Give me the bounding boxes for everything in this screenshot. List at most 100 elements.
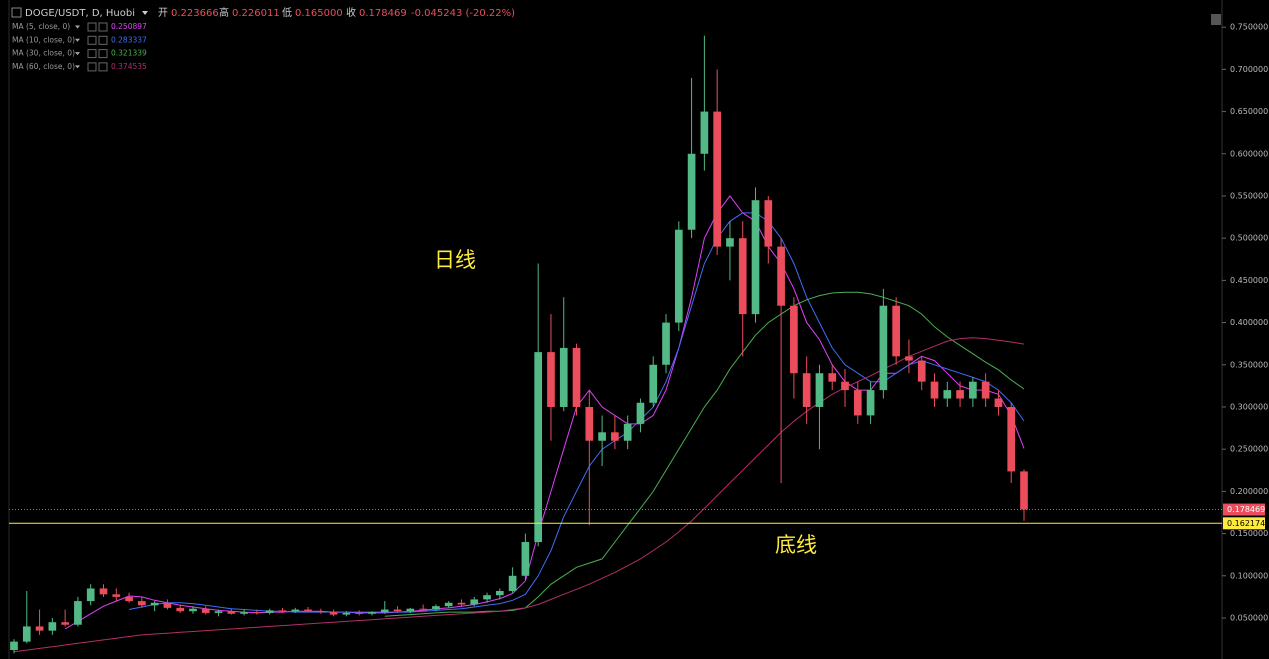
candle-body bbox=[649, 364, 658, 403]
candle-body bbox=[278, 610, 287, 612]
legend-name: MA (30, close, 0) bbox=[12, 49, 75, 58]
legend-settings[interactable] bbox=[87, 35, 97, 45]
candle-body bbox=[483, 595, 491, 600]
candle-body bbox=[74, 601, 82, 625]
ma-line bbox=[13, 337, 1025, 653]
legend-close[interactable] bbox=[98, 35, 108, 45]
low-value: 0.165000 bbox=[295, 8, 343, 19]
candle-body bbox=[342, 612, 351, 615]
candle-body bbox=[201, 608, 210, 613]
candle-body bbox=[815, 373, 824, 407]
candle-body bbox=[150, 602, 159, 606]
legend-arrow[interactable] bbox=[75, 65, 80, 69]
legend-arrow[interactable] bbox=[75, 38, 80, 42]
candle-body bbox=[930, 381, 939, 399]
change-value: -0.045243 (-20.22%) bbox=[411, 8, 515, 19]
candle-body bbox=[1007, 406, 1016, 472]
candle-body bbox=[828, 373, 837, 382]
legend-arrow[interactable] bbox=[75, 52, 80, 56]
y-tick-label: 0.550000 bbox=[1230, 191, 1268, 200]
legend-settings[interactable] bbox=[87, 49, 97, 59]
candle-body bbox=[917, 360, 926, 382]
legend-arrow[interactable] bbox=[75, 25, 80, 29]
y-tick-label: 0.300000 bbox=[1230, 402, 1268, 411]
candle-body bbox=[981, 381, 990, 399]
y-tick-label: 0.150000 bbox=[1230, 529, 1268, 538]
symbol[interactable]: DOGE/USDT, D, Huobi bbox=[25, 8, 135, 19]
candle-body bbox=[317, 611, 325, 613]
legend-close[interactable] bbox=[98, 22, 108, 32]
legend-name: MA (60, close, 0) bbox=[12, 62, 75, 71]
candle-body bbox=[802, 373, 811, 407]
candle-body bbox=[892, 305, 900, 357]
candle-body bbox=[547, 352, 555, 407]
candle-body bbox=[572, 347, 581, 407]
candle-body bbox=[291, 609, 300, 612]
y-tick-label: 0.400000 bbox=[1230, 318, 1268, 327]
candle-body bbox=[559, 347, 568, 407]
candle-body bbox=[994, 398, 1003, 407]
candle-body bbox=[662, 322, 670, 365]
y-tick-label: 0.250000 bbox=[1230, 445, 1268, 454]
candle-body bbox=[99, 588, 108, 595]
y-tick-label: 0.100000 bbox=[1230, 571, 1268, 580]
candle-body bbox=[432, 606, 440, 610]
candle-body bbox=[22, 626, 31, 642]
dropdown-arrow[interactable] bbox=[142, 11, 148, 15]
legend-value: 0.321339 bbox=[111, 49, 147, 58]
candle-body bbox=[419, 608, 427, 610]
candle-body bbox=[700, 111, 709, 154]
candle-body bbox=[214, 611, 223, 613]
candle-body bbox=[86, 588, 95, 602]
candle-body bbox=[329, 612, 338, 615]
y-tick-label: 0.600000 bbox=[1230, 149, 1268, 158]
legend-close[interactable] bbox=[98, 62, 108, 72]
candle-body bbox=[611, 432, 619, 441]
ma-line bbox=[384, 291, 1025, 617]
candle-body bbox=[444, 602, 453, 607]
legend-value: 0.374535 bbox=[111, 62, 147, 71]
y-tick-label: 0.650000 bbox=[1230, 107, 1268, 116]
close-label: 收 bbox=[346, 6, 356, 19]
high-value: 0.226011 bbox=[232, 8, 280, 19]
settings-icon[interactable] bbox=[1211, 14, 1221, 25]
candle-body bbox=[368, 612, 376, 614]
candle-body bbox=[841, 381, 849, 391]
legend-settings[interactable] bbox=[87, 62, 97, 72]
candle-body bbox=[304, 609, 312, 612]
legend-name: MA (10, close, 0) bbox=[12, 35, 75, 44]
low-label: 低 bbox=[282, 6, 292, 19]
candle-body bbox=[790, 305, 798, 374]
close-value: 0.178469 bbox=[359, 8, 407, 19]
candle-body bbox=[10, 641, 18, 651]
candle-body bbox=[764, 200, 773, 247]
y-tick-label: 0.350000 bbox=[1230, 360, 1268, 369]
y-tick-label: 0.700000 bbox=[1230, 65, 1268, 74]
candle-body bbox=[253, 612, 261, 614]
annotation: 底线 bbox=[775, 533, 817, 557]
candle-body bbox=[240, 612, 248, 614]
candle-body bbox=[623, 423, 632, 441]
candle-body bbox=[495, 590, 504, 596]
candle-body bbox=[508, 575, 517, 591]
candle-body bbox=[393, 609, 402, 612]
candle-body bbox=[355, 612, 364, 614]
support-label: 0.162174 bbox=[1227, 519, 1265, 528]
candle-body bbox=[189, 608, 197, 612]
legend-close[interactable] bbox=[98, 49, 108, 59]
candle-body bbox=[905, 356, 913, 361]
candle-body bbox=[585, 406, 594, 441]
y-tick-label: 0.750000 bbox=[1230, 23, 1268, 32]
candle-body bbox=[470, 599, 479, 605]
candle-body bbox=[738, 238, 747, 315]
y-tick-label: 0.200000 bbox=[1230, 487, 1268, 496]
candle-body bbox=[956, 390, 964, 399]
legend-settings[interactable] bbox=[87, 22, 97, 32]
candle-body bbox=[1020, 471, 1028, 510]
high-label: 高 bbox=[219, 6, 229, 19]
open-label: 开 bbox=[158, 8, 168, 19]
collapse-icon[interactable] bbox=[11, 7, 22, 18]
annotation: 日线 bbox=[434, 248, 476, 272]
